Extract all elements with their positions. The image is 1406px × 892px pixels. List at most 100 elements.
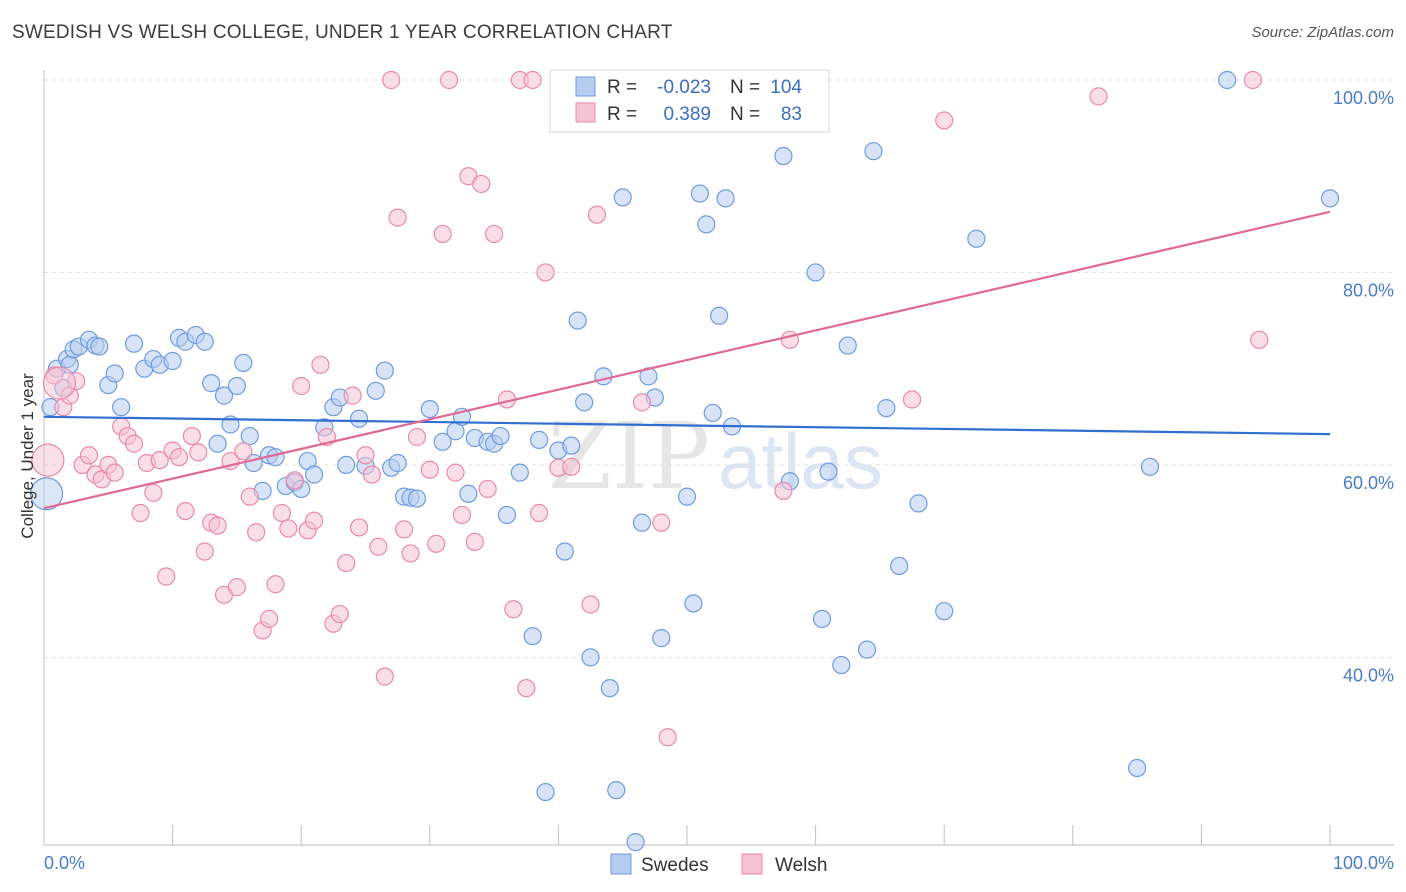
swedes-points [29,70,1340,852]
swedes-point-67 [562,436,581,455]
swedes-point-98 [890,556,909,576]
welsh-point-72 [523,70,542,90]
watermark-atlas: atlas [718,417,883,505]
welsh-point-9 [105,463,124,482]
welsh-point-67 [485,224,504,244]
swedes-point-79 [652,629,671,648]
y-tick-label-60: 60.0% [1343,473,1394,493]
stats-legend-swatch-swedes [575,76,596,97]
swedes-point-24 [214,386,234,405]
welsh-point-58 [427,534,446,553]
y-tick-label-80: 80.0% [1343,280,1394,300]
swedes-point-37 [304,465,324,484]
swedes-point-96 [864,142,883,161]
swedes-point-large-0 [29,477,64,511]
swedes-point-93 [832,655,851,675]
welsh-trend-line [43,210,1331,510]
legend-label-welsh: Welsh [775,855,827,876]
swedes-point-94 [838,336,857,355]
welsh-point-65 [472,174,491,194]
swedes-point-72 [600,679,619,698]
welsh-point-22 [189,443,208,462]
swedes-point-70 [581,648,600,667]
swedes-point-26 [227,376,246,396]
welsh-point-55 [401,544,420,563]
welsh-point-49 [362,465,382,484]
welsh-point-64 [465,532,484,551]
swedes-point-71 [594,367,613,386]
welsh-point-78 [581,595,600,614]
swedes-point-82 [690,184,709,203]
swedes-point-80 [677,487,697,506]
swedes-point-102 [1127,758,1147,778]
swedes-point-95 [857,640,877,659]
swedes-point-104 [1218,70,1237,90]
swedes-point-99 [909,494,928,513]
welsh-point-large-1 [42,366,77,400]
swedes-point-92 [819,462,838,481]
welsh-point-86 [935,111,954,130]
welsh-point-19 [169,448,189,467]
welsh-point-40 [304,511,324,530]
stats-n-value-swedes: 104 [770,77,802,98]
swedes-point-64 [536,782,555,802]
swedes-point-75 [626,833,645,852]
welsh-point-79 [587,205,607,224]
bottom-legend: Swedes Welsh [610,853,827,876]
welsh-point-5 [79,446,99,465]
welsh-point-52 [382,70,401,90]
stats-n-label-swedes: N = [730,77,760,98]
swedes-point-73 [607,781,626,800]
welsh-point-56 [407,427,427,447]
swedes-point-51 [420,399,439,419]
stats-legend-box [549,69,830,133]
welsh-point-82 [658,728,677,747]
legend-label-swedes: Swedes [641,855,709,876]
swedes-point-11 [105,364,124,383]
welsh-point-57 [420,460,439,479]
welsh-point-17 [157,567,176,586]
swedes-point-100 [935,602,954,621]
chart-source: Source: ZipAtlas.com [1251,24,1394,41]
swedes-point-44 [366,381,385,400]
swedes-point-21 [195,332,214,351]
swedes-point-41 [337,455,356,475]
welsh-point-83 [774,481,793,500]
stats-r-value-welsh: 0.389 [663,104,711,125]
welsh-point-46 [343,386,362,405]
swedes-point-45 [375,361,394,380]
welsh-point-48 [356,446,375,465]
welsh-point-54 [394,520,414,539]
welsh-points [31,70,1269,747]
x-ticks [43,825,1331,845]
swedes-point-81 [684,594,703,613]
x-tick-label-max: 100.0% [1333,853,1394,873]
legend-swatch-swedes [610,853,632,875]
welsh-point-28 [227,578,246,597]
welsh-point-38 [292,376,311,396]
trend-lines [43,210,1331,510]
swedes-point-90 [806,263,825,282]
swedes-point-50 [407,489,427,508]
swedes-point-61 [510,463,529,482]
swedes-point-52 [433,432,452,451]
swedes-point-84 [703,403,722,423]
swedes-point-97 [877,399,896,418]
swedes-point-17 [163,351,182,371]
swedes-point-91 [812,609,832,628]
swedes-point-60 [497,505,517,525]
welsh-point-69 [504,600,523,619]
swedes-point-63 [530,430,549,449]
welsh-point-62 [452,505,472,525]
welsh-point-53 [388,208,407,227]
swedes-point-12 [112,398,131,417]
swedes-point-86 [716,189,735,208]
swedes-trend-line [43,415,1331,436]
welsh-point-29 [234,442,253,461]
swedes-point-55 [459,484,478,503]
swedes-point-9 [90,337,109,356]
welsh-point-31 [247,523,266,542]
welsh-point-35 [272,503,292,523]
welsh-point-87 [1089,87,1108,106]
